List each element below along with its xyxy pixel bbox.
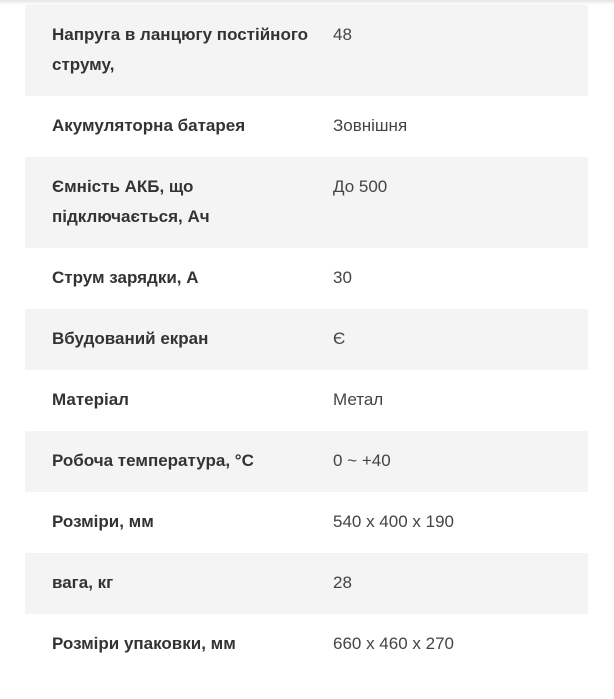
- spec-label: Розміри упаковки, мм: [52, 634, 236, 653]
- spec-label: Акумуляторна батарея: [52, 116, 246, 135]
- spec-value: 660 x 460 x 270: [333, 634, 454, 653]
- spec-value: 30: [333, 268, 352, 287]
- spec-value: 28: [333, 573, 352, 592]
- spec-value: 540 x 400 x 190: [333, 512, 454, 531]
- spec-row: Робоча температура, °C 0 ~ +40: [25, 431, 588, 492]
- spec-label: Вбудований екран: [52, 329, 209, 348]
- spec-value: 48: [333, 25, 352, 44]
- header-shadow: [0, 0, 614, 5]
- spec-label: Матеріал: [52, 390, 129, 409]
- spec-label: Напруга в ланцюгу постійного струму,: [52, 25, 309, 74]
- spec-label: Струм зарядки, А: [52, 268, 199, 287]
- spec-row: Напруга в ланцюгу постійного струму, 48: [25, 5, 588, 96]
- spec-label: вага, кг: [52, 573, 114, 592]
- spec-row: вага, кг 28: [25, 553, 588, 614]
- spec-row: Розміри, мм 540 x 400 x 190: [25, 492, 588, 553]
- specs-table: Напруга в ланцюгу постійного струму, 48 Ак…: [25, 5, 588, 675]
- spec-row: Струм зарядки, А 30: [25, 248, 588, 309]
- spec-label: Робоча температура, °C: [52, 451, 254, 470]
- spec-value: До 500: [333, 177, 388, 196]
- spec-row: Акумуляторна батарея Зовнішня: [25, 96, 588, 157]
- spec-row: Розміри упаковки, мм 660 x 460 x 270: [25, 614, 588, 675]
- spec-label: Розміри, мм: [52, 512, 154, 531]
- spec-row: Матеріал Метал: [25, 370, 588, 431]
- spec-row: Вбудований екран Є: [25, 309, 588, 370]
- spec-value: Метал: [333, 390, 384, 409]
- spec-value: Є: [333, 329, 346, 348]
- spec-label: Ємність АКБ, що підключається, Ач: [52, 177, 210, 226]
- spec-value: Зовнішня: [333, 116, 408, 135]
- spec-row: Ємність АКБ, що підключається, Ач До 500: [25, 157, 588, 248]
- spec-value: 0 ~ +40: [333, 451, 391, 470]
